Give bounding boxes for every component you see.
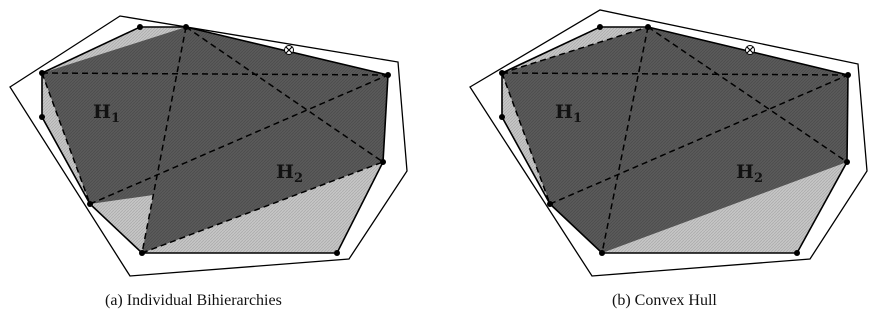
outer-boundary: [469, 9, 868, 277]
inner-hull-outline: [501, 26, 849, 254]
inner-hull-outline: [41, 26, 389, 254]
h2-label: H2: [276, 161, 303, 186]
panel-a-diagram: H1 H2: [9, 15, 408, 277]
h2-label: H2: [736, 161, 763, 186]
panel-b-diagram: H1 H2: [469, 9, 868, 277]
dashed-diagonals: [41, 26, 389, 254]
special-point-marker: [745, 45, 755, 55]
special-point-marker: [284, 45, 294, 55]
vertex-dots: [499, 24, 851, 256]
h1-label: H1: [93, 101, 120, 126]
caption-panel-a: (a) Individual Bihierarchies: [105, 292, 282, 309]
caption-panel-b: (b) Convex Hull: [612, 292, 717, 309]
dashed-diagonals: [501, 26, 849, 254]
h1-label: H1: [555, 101, 582, 126]
bihierarchy-h2-region: [142, 27, 388, 253]
outer-boundary: [9, 15, 408, 277]
convex-hull-region: [502, 27, 848, 253]
vertex-dots: [39, 24, 391, 256]
